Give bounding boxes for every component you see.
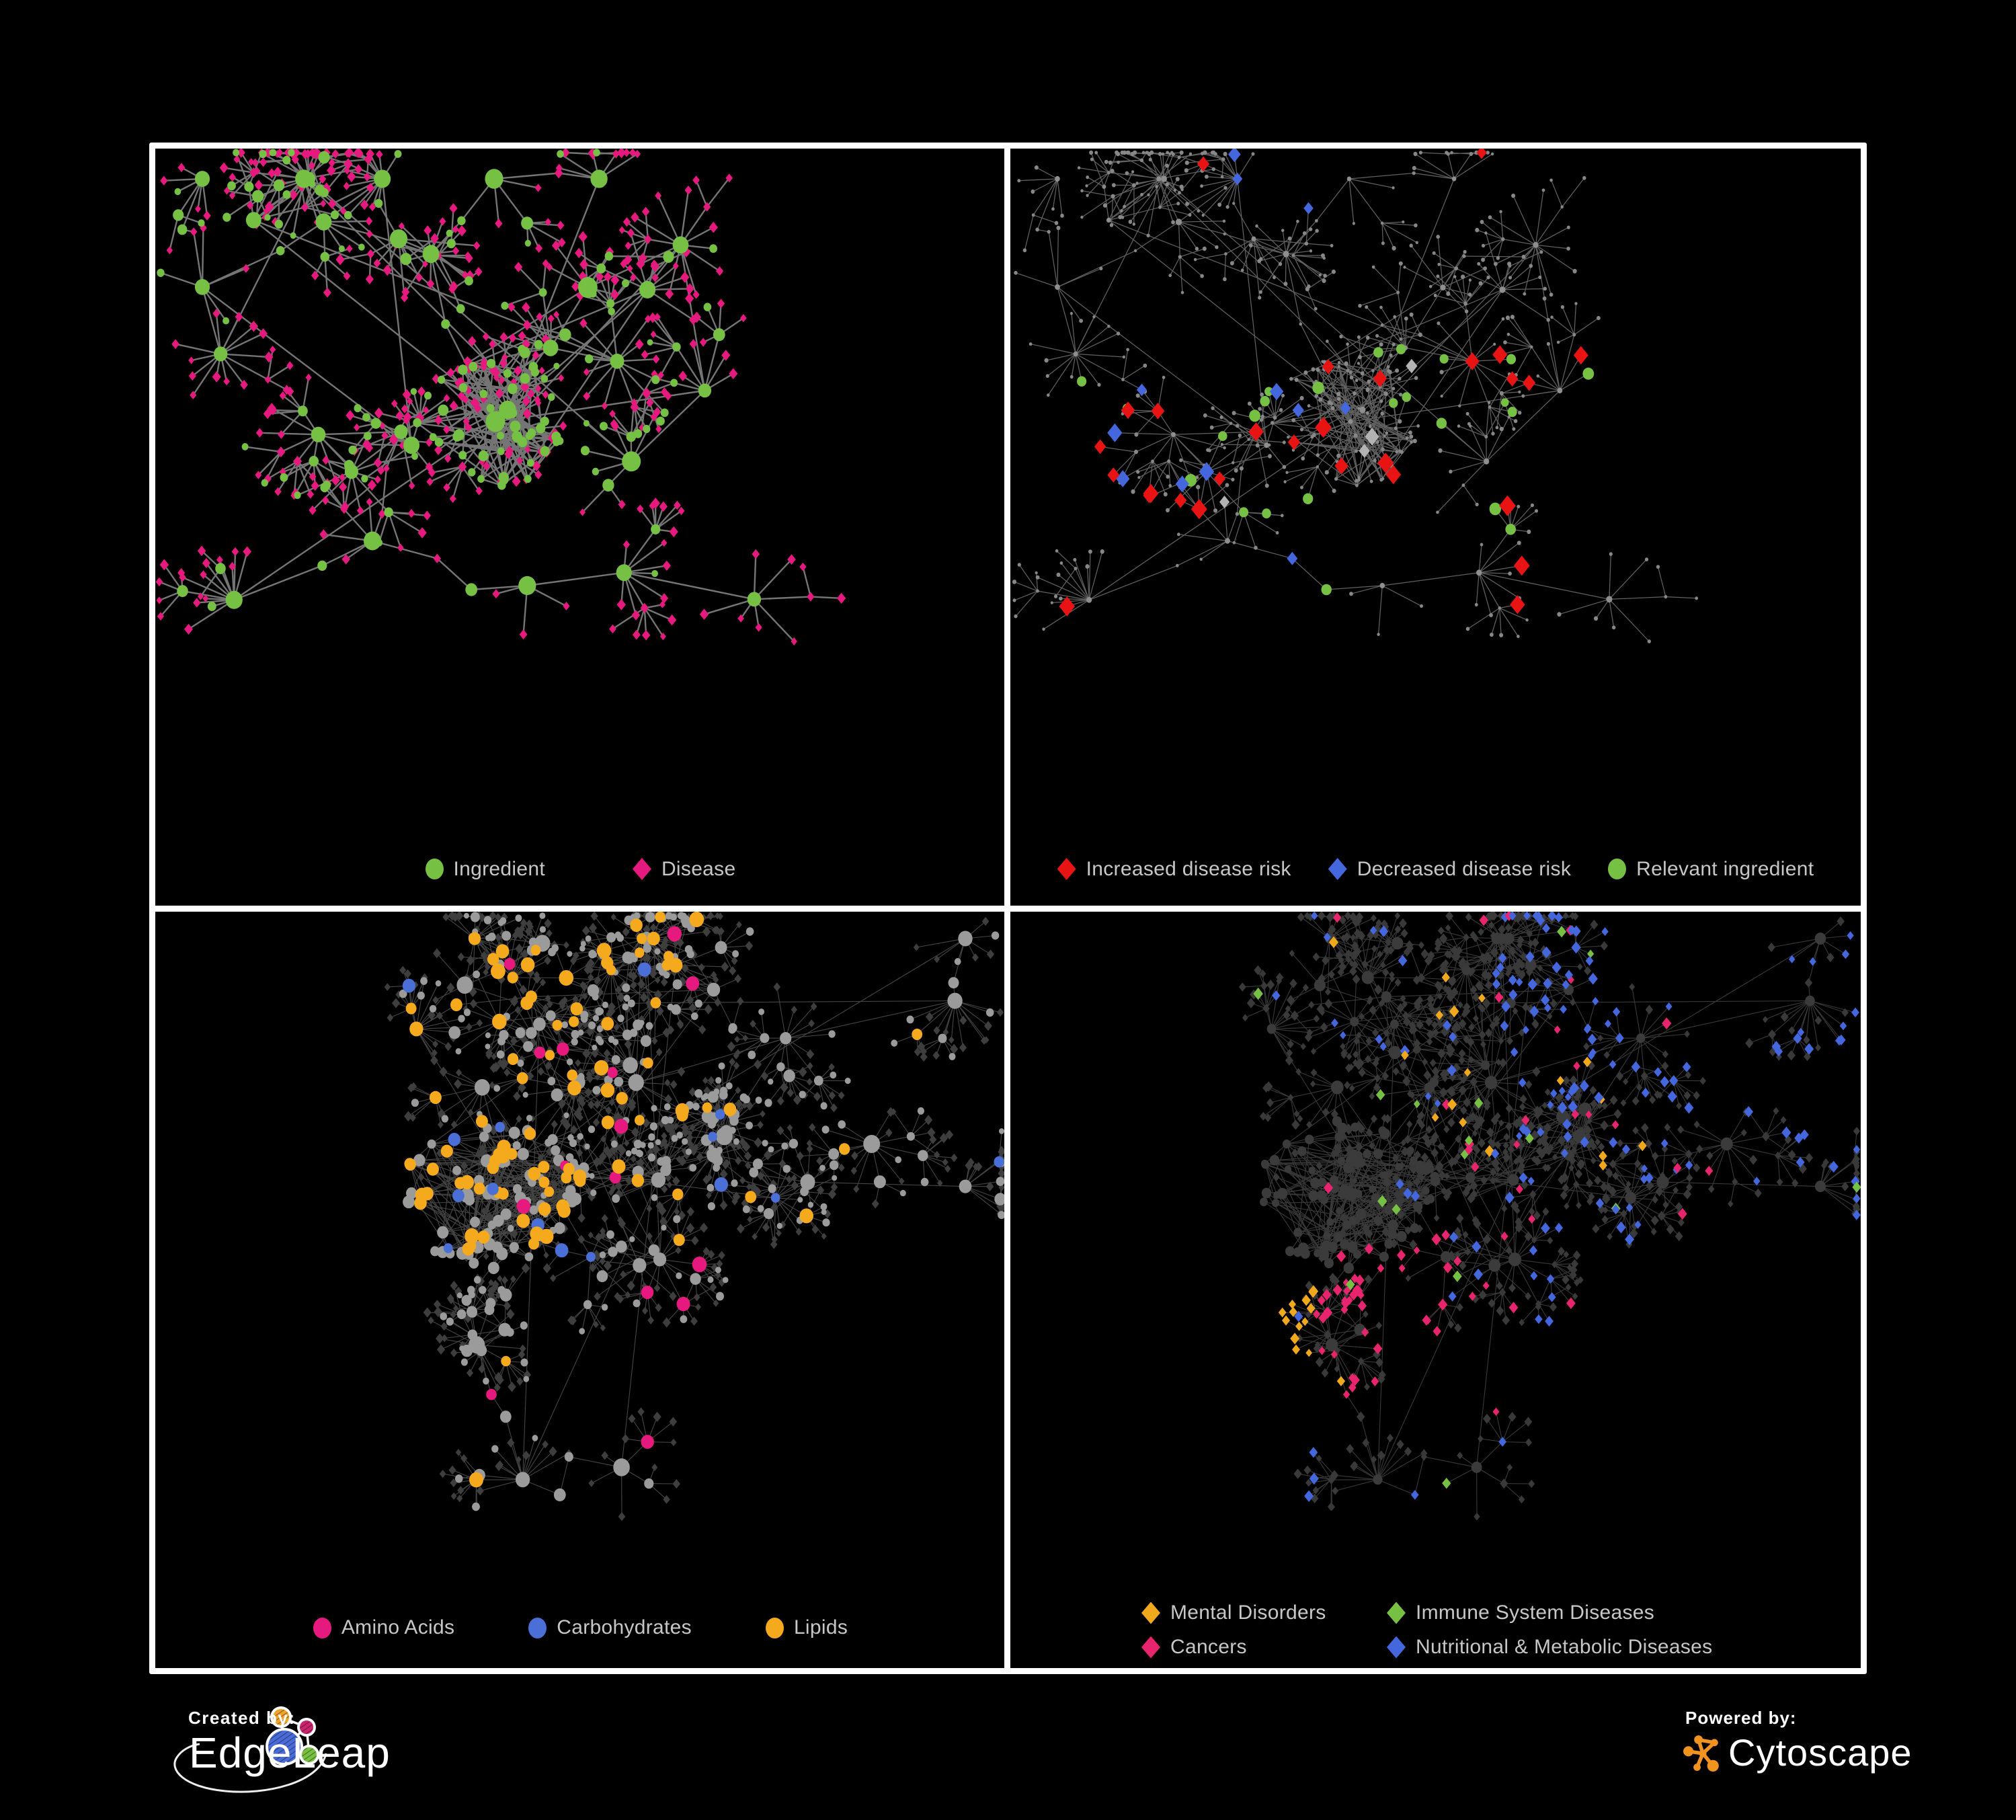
mental-disorders-legend-marker <box>1141 1601 1160 1624</box>
edgeleap-logo <box>173 1706 327 1793</box>
amino-acids-legend-label: Amino Acids <box>341 1616 455 1638</box>
legend-item-disease: Disease <box>632 857 736 881</box>
legend-item-relevant-ingredient: Relevant ingredient <box>1608 858 1814 881</box>
legend-item-mental-disorders: Mental Disorders <box>1141 1601 1387 1624</box>
increased-risk-legend-label: Increased disease risk <box>1086 857 1291 880</box>
edgeleap-brand-text: EdgeLeap <box>189 1729 391 1777</box>
legend-item-increased-risk: Increased disease risk <box>1057 858 1291 881</box>
powered-by-label: Powered by: <box>1685 1708 1797 1728</box>
lipids-legend-marker <box>765 1617 784 1638</box>
cytoscape-credit: Powered by: <box>1677 1700 1973 1807</box>
lipids-legend-label: Lipids <box>793 1616 848 1638</box>
decreased-risk-legend-marker <box>1328 858 1347 880</box>
legend-nutrient-classes: Amino Acids Carbohydrates Lipids <box>155 1587 1006 1668</box>
legend-item-lipids: Lipids <box>765 1616 848 1639</box>
relevant-ingredient-legend-label: Relevant ingredient <box>1636 857 1814 880</box>
disease-legend-marker <box>632 858 651 880</box>
edgeleap-swoosh <box>173 1743 327 1793</box>
nutritional-metabolic-legend-label: Nutritional & Metabolic Diseases <box>1416 1636 1713 1658</box>
relevant-ingredient-legend-marker <box>1608 859 1627 879</box>
edgeleap-credit: Created by: EdgeLeap <box>171 1700 494 1819</box>
created-by-label: Created by: <box>188 1708 296 1728</box>
legend-item-amino-acids: Amino Acids <box>313 1616 454 1639</box>
panel-disease-categories: Mental Disorders Immune System Diseases … <box>1004 906 1867 1674</box>
legend-item-cancers: Cancers <box>1141 1636 1387 1659</box>
network-disease-categories <box>1010 912 1861 1584</box>
network-disease-risk <box>1010 149 1861 831</box>
disease-legend-label: Disease <box>661 857 736 880</box>
immune-diseases-legend-marker <box>1387 1601 1406 1624</box>
cancers-legend-marker <box>1141 1636 1160 1659</box>
legend-disease-risk: Increased disease risk Decreased disease… <box>1010 831 1861 907</box>
legend-ingredient-disease: Ingredient Disease <box>155 831 1006 907</box>
network-ingredient-disease <box>155 149 1006 831</box>
carbohydrates-legend-marker <box>528 1617 547 1638</box>
panel-ingredient-disease: Ingredient Disease <box>149 143 1012 913</box>
ingredient-legend-label: Ingredient <box>453 857 545 880</box>
legend-item-immune-diseases: Immune System Diseases <box>1387 1601 1712 1624</box>
decreased-risk-legend-label: Decreased disease risk <box>1357 857 1572 880</box>
carbohydrates-legend-label: Carbohydrates <box>557 1616 692 1638</box>
immune-diseases-legend-label: Immune System Diseases <box>1416 1601 1655 1624</box>
panel-disease-risk: Increased disease risk Decreased disease… <box>1004 143 1867 913</box>
panel-nutrient-classes: Amino Acids Carbohydrates Lipids <box>149 906 1012 1674</box>
legend-disease-categories: Mental Disorders Immune System Diseases … <box>1141 1601 1712 1659</box>
legend-item-ingredient: Ingredient <box>425 857 545 881</box>
cytoscape-brand-text: Cytoscape <box>1728 1731 1912 1774</box>
network-nutrient-classes <box>155 912 1006 1584</box>
cytoscape-logo-icon <box>1683 1735 1719 1772</box>
cancers-legend-label: Cancers <box>1170 1636 1247 1658</box>
nutritional-metabolic-legend-marker <box>1387 1636 1406 1659</box>
legend-item-nutritional-metabolic: Nutritional & Metabolic Diseases <box>1387 1636 1712 1659</box>
mental-disorders-legend-label: Mental Disorders <box>1170 1601 1326 1624</box>
ingredient-legend-marker <box>425 859 444 879</box>
legend-item-carbohydrates: Carbohydrates <box>528 1616 692 1639</box>
legend-item-decreased-risk: Decreased disease risk <box>1328 858 1571 881</box>
amino-acids-legend-marker <box>313 1617 331 1638</box>
increased-risk-legend-marker <box>1057 858 1076 880</box>
